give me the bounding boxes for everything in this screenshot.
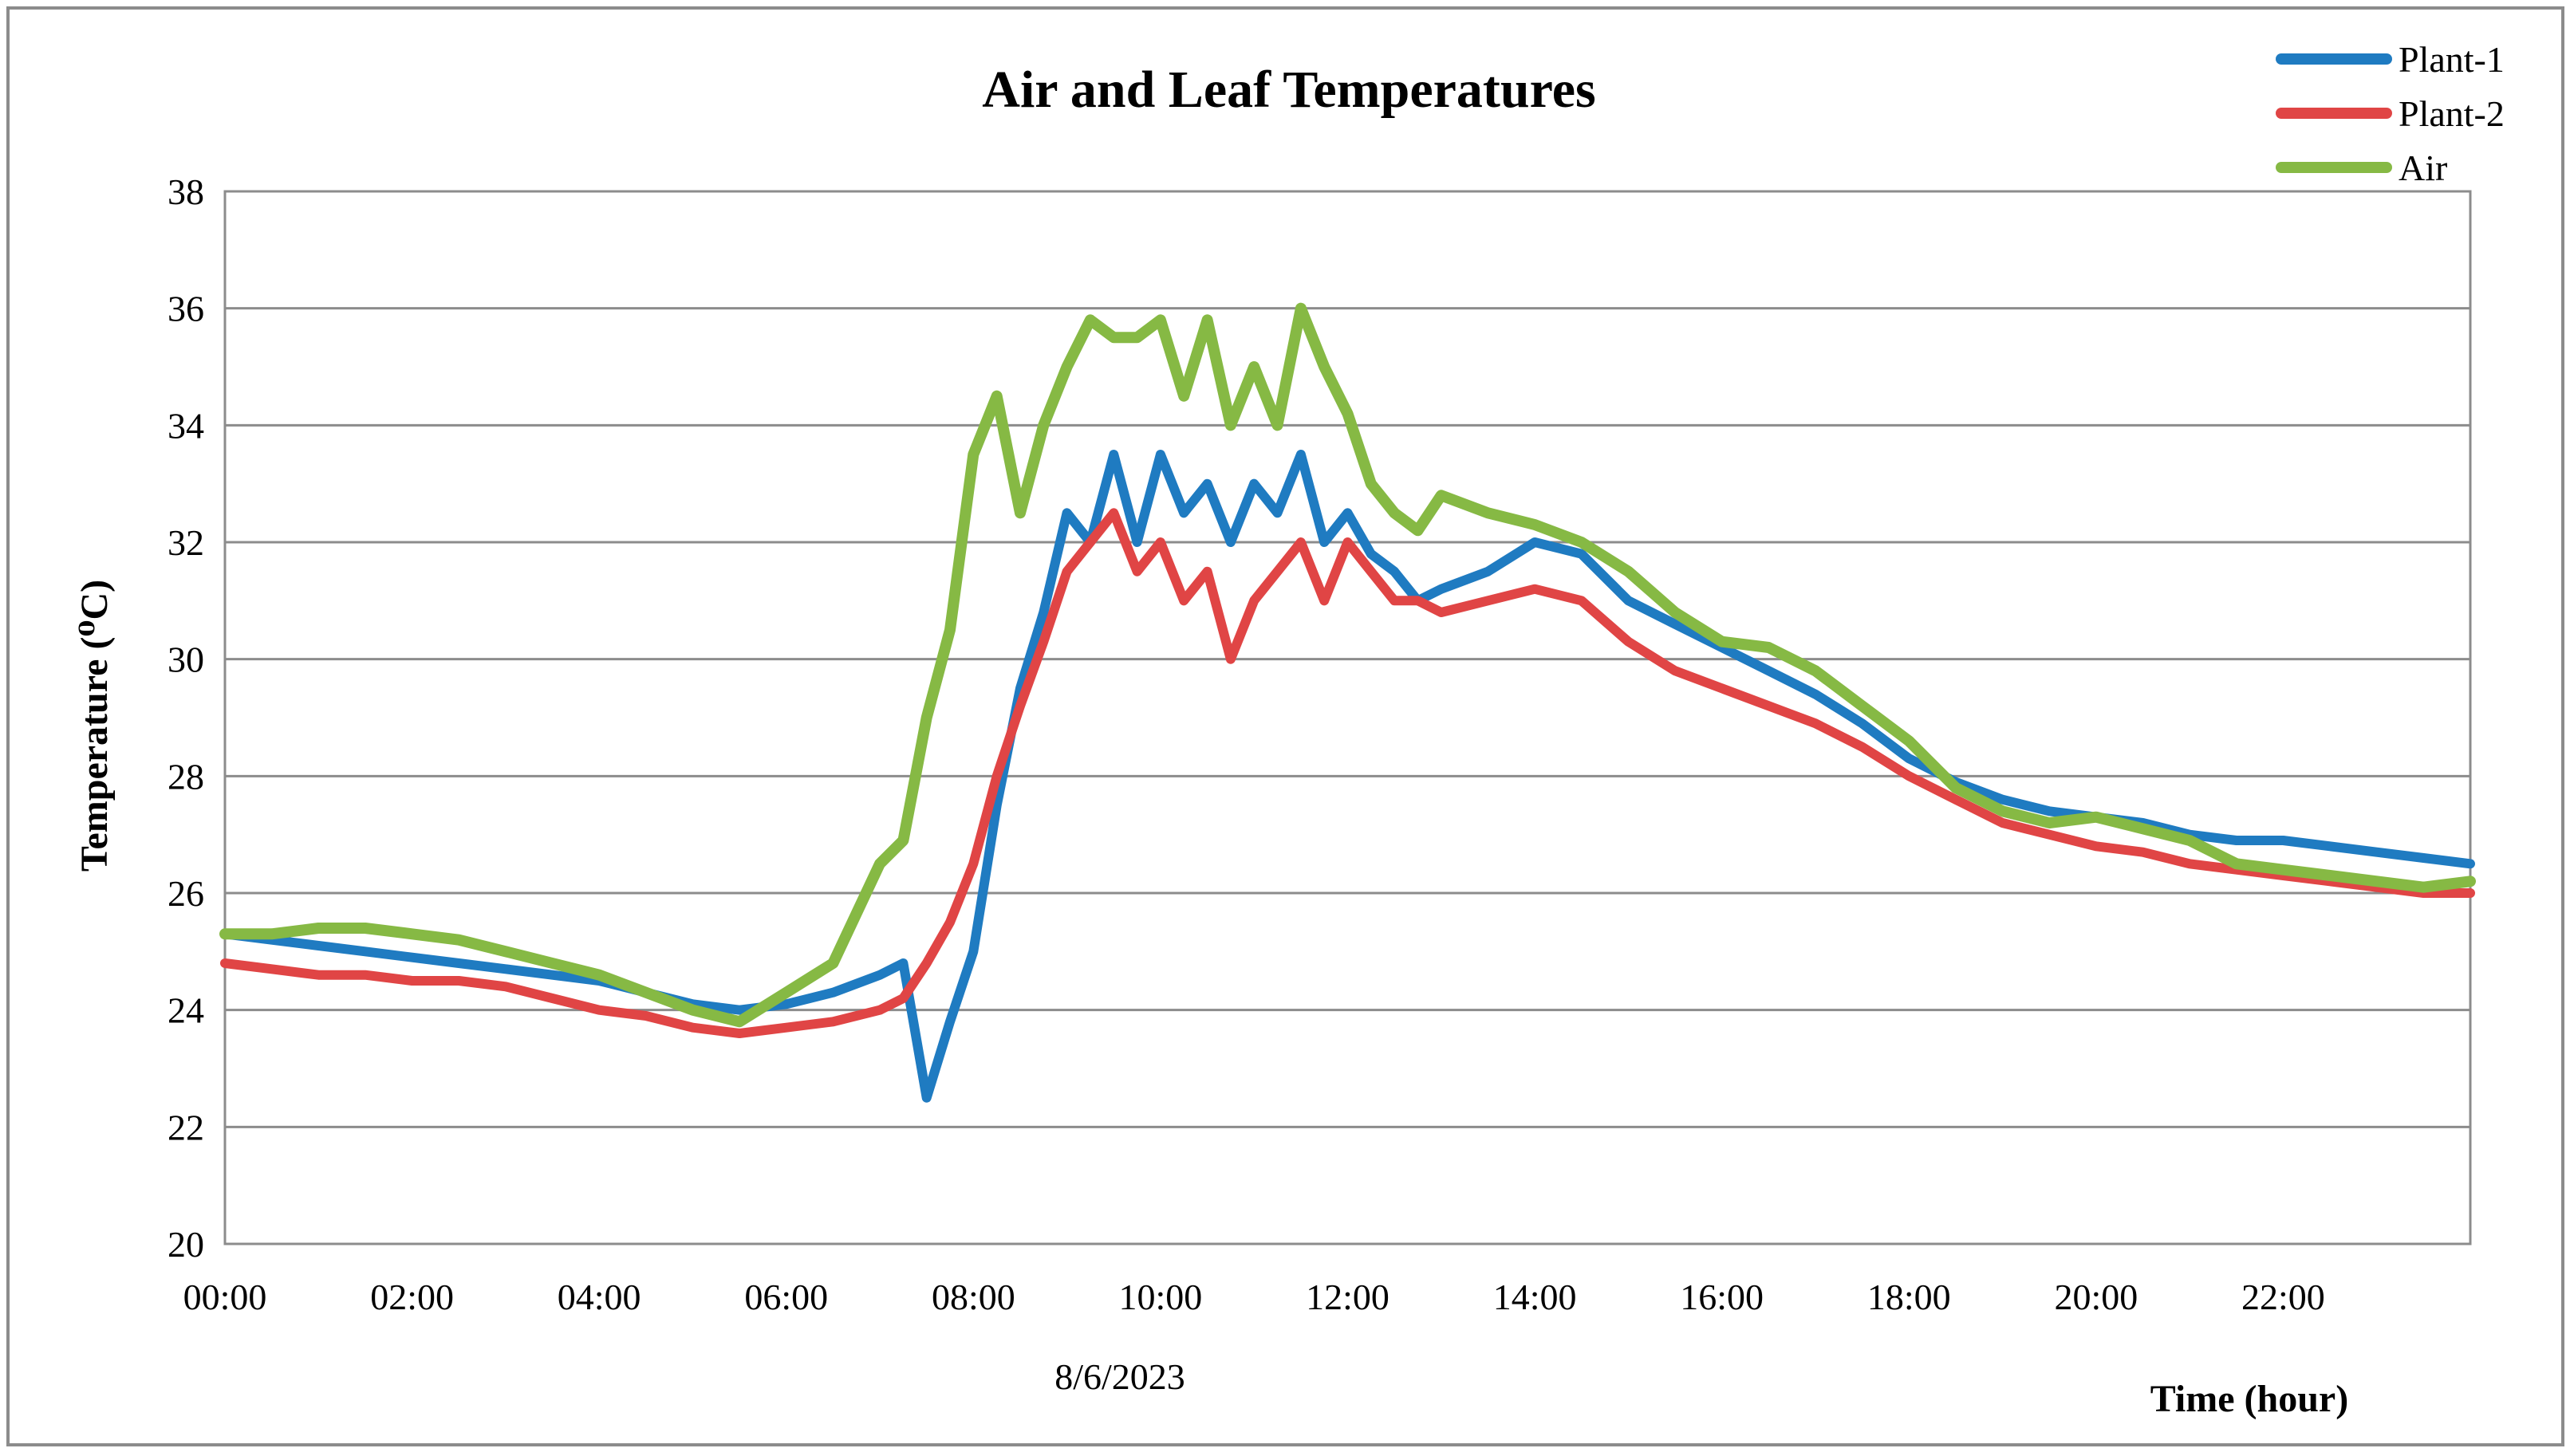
y-tick-label: 36	[168, 289, 204, 329]
y-axis-ticks: 20 22 24 26 28 30 32 34 36 38	[168, 171, 204, 1265]
chart-canvas: Air and Leaf Temperatures 20 22 24 26 28 30 32…	[73, 39, 2505, 1420]
y-tick-label: 30	[168, 639, 204, 680]
y-tick-label: 26	[168, 873, 204, 914]
legend-label: Plant-2	[2399, 93, 2505, 134]
y-tick-label: 22	[168, 1107, 204, 1147]
y-tick-label: 34	[168, 405, 204, 446]
series-line-air	[219, 302, 2476, 1028]
x-tick-label: 08:00	[932, 1277, 1015, 1317]
y-tick-label: 20	[168, 1224, 204, 1265]
x-axis-ticks: 00:00 02:00 04:00 06:00 08:00 10:00 12:00 14:00…	[183, 1277, 2325, 1317]
chart-legend: Plant-1 Plant-2 Air	[2276, 39, 2505, 188]
x-tick-label: 10:00	[1119, 1277, 1203, 1317]
x-tick-label: 18:00	[1867, 1277, 1951, 1317]
plot-area-border	[223, 190, 2472, 1245]
legend-label: Air	[2399, 148, 2447, 188]
x-tick-label: 12:00	[1306, 1277, 1389, 1317]
series-group	[219, 302, 2476, 1103]
chart-frame: Air and Leaf Temperatures 20 22 24 26 28 30 32…	[6, 6, 2564, 1446]
x-tick-label: 22:00	[2241, 1277, 2325, 1317]
x-tick-label: 16:00	[1680, 1277, 1764, 1317]
series-line-plant-2	[220, 508, 2475, 1038]
y-tick-label: 24	[168, 990, 204, 1031]
chart-title: Air and Leaf Temperatures	[982, 61, 1595, 119]
x-tick-label: 02:00	[370, 1277, 454, 1317]
x-tick-label: 06:00	[744, 1277, 828, 1317]
y-tick-label: 28	[168, 756, 204, 797]
legend-label: Plant-1	[2399, 39, 2505, 80]
grid-lines	[225, 190, 2470, 1245]
x-axis-label: Time (hour)	[2150, 1378, 2348, 1420]
x-tick-label: 14:00	[1493, 1277, 1577, 1317]
y-axis-label: Temperature (⁰C)	[73, 580, 116, 872]
date-label: 8/6/2023	[1054, 1356, 1185, 1397]
y-tick-label: 38	[168, 171, 204, 212]
x-tick-label: 00:00	[183, 1277, 267, 1317]
x-tick-label: 04:00	[558, 1277, 641, 1317]
x-tick-label: 20:00	[2054, 1277, 2138, 1317]
y-tick-label: 32	[168, 522, 204, 563]
